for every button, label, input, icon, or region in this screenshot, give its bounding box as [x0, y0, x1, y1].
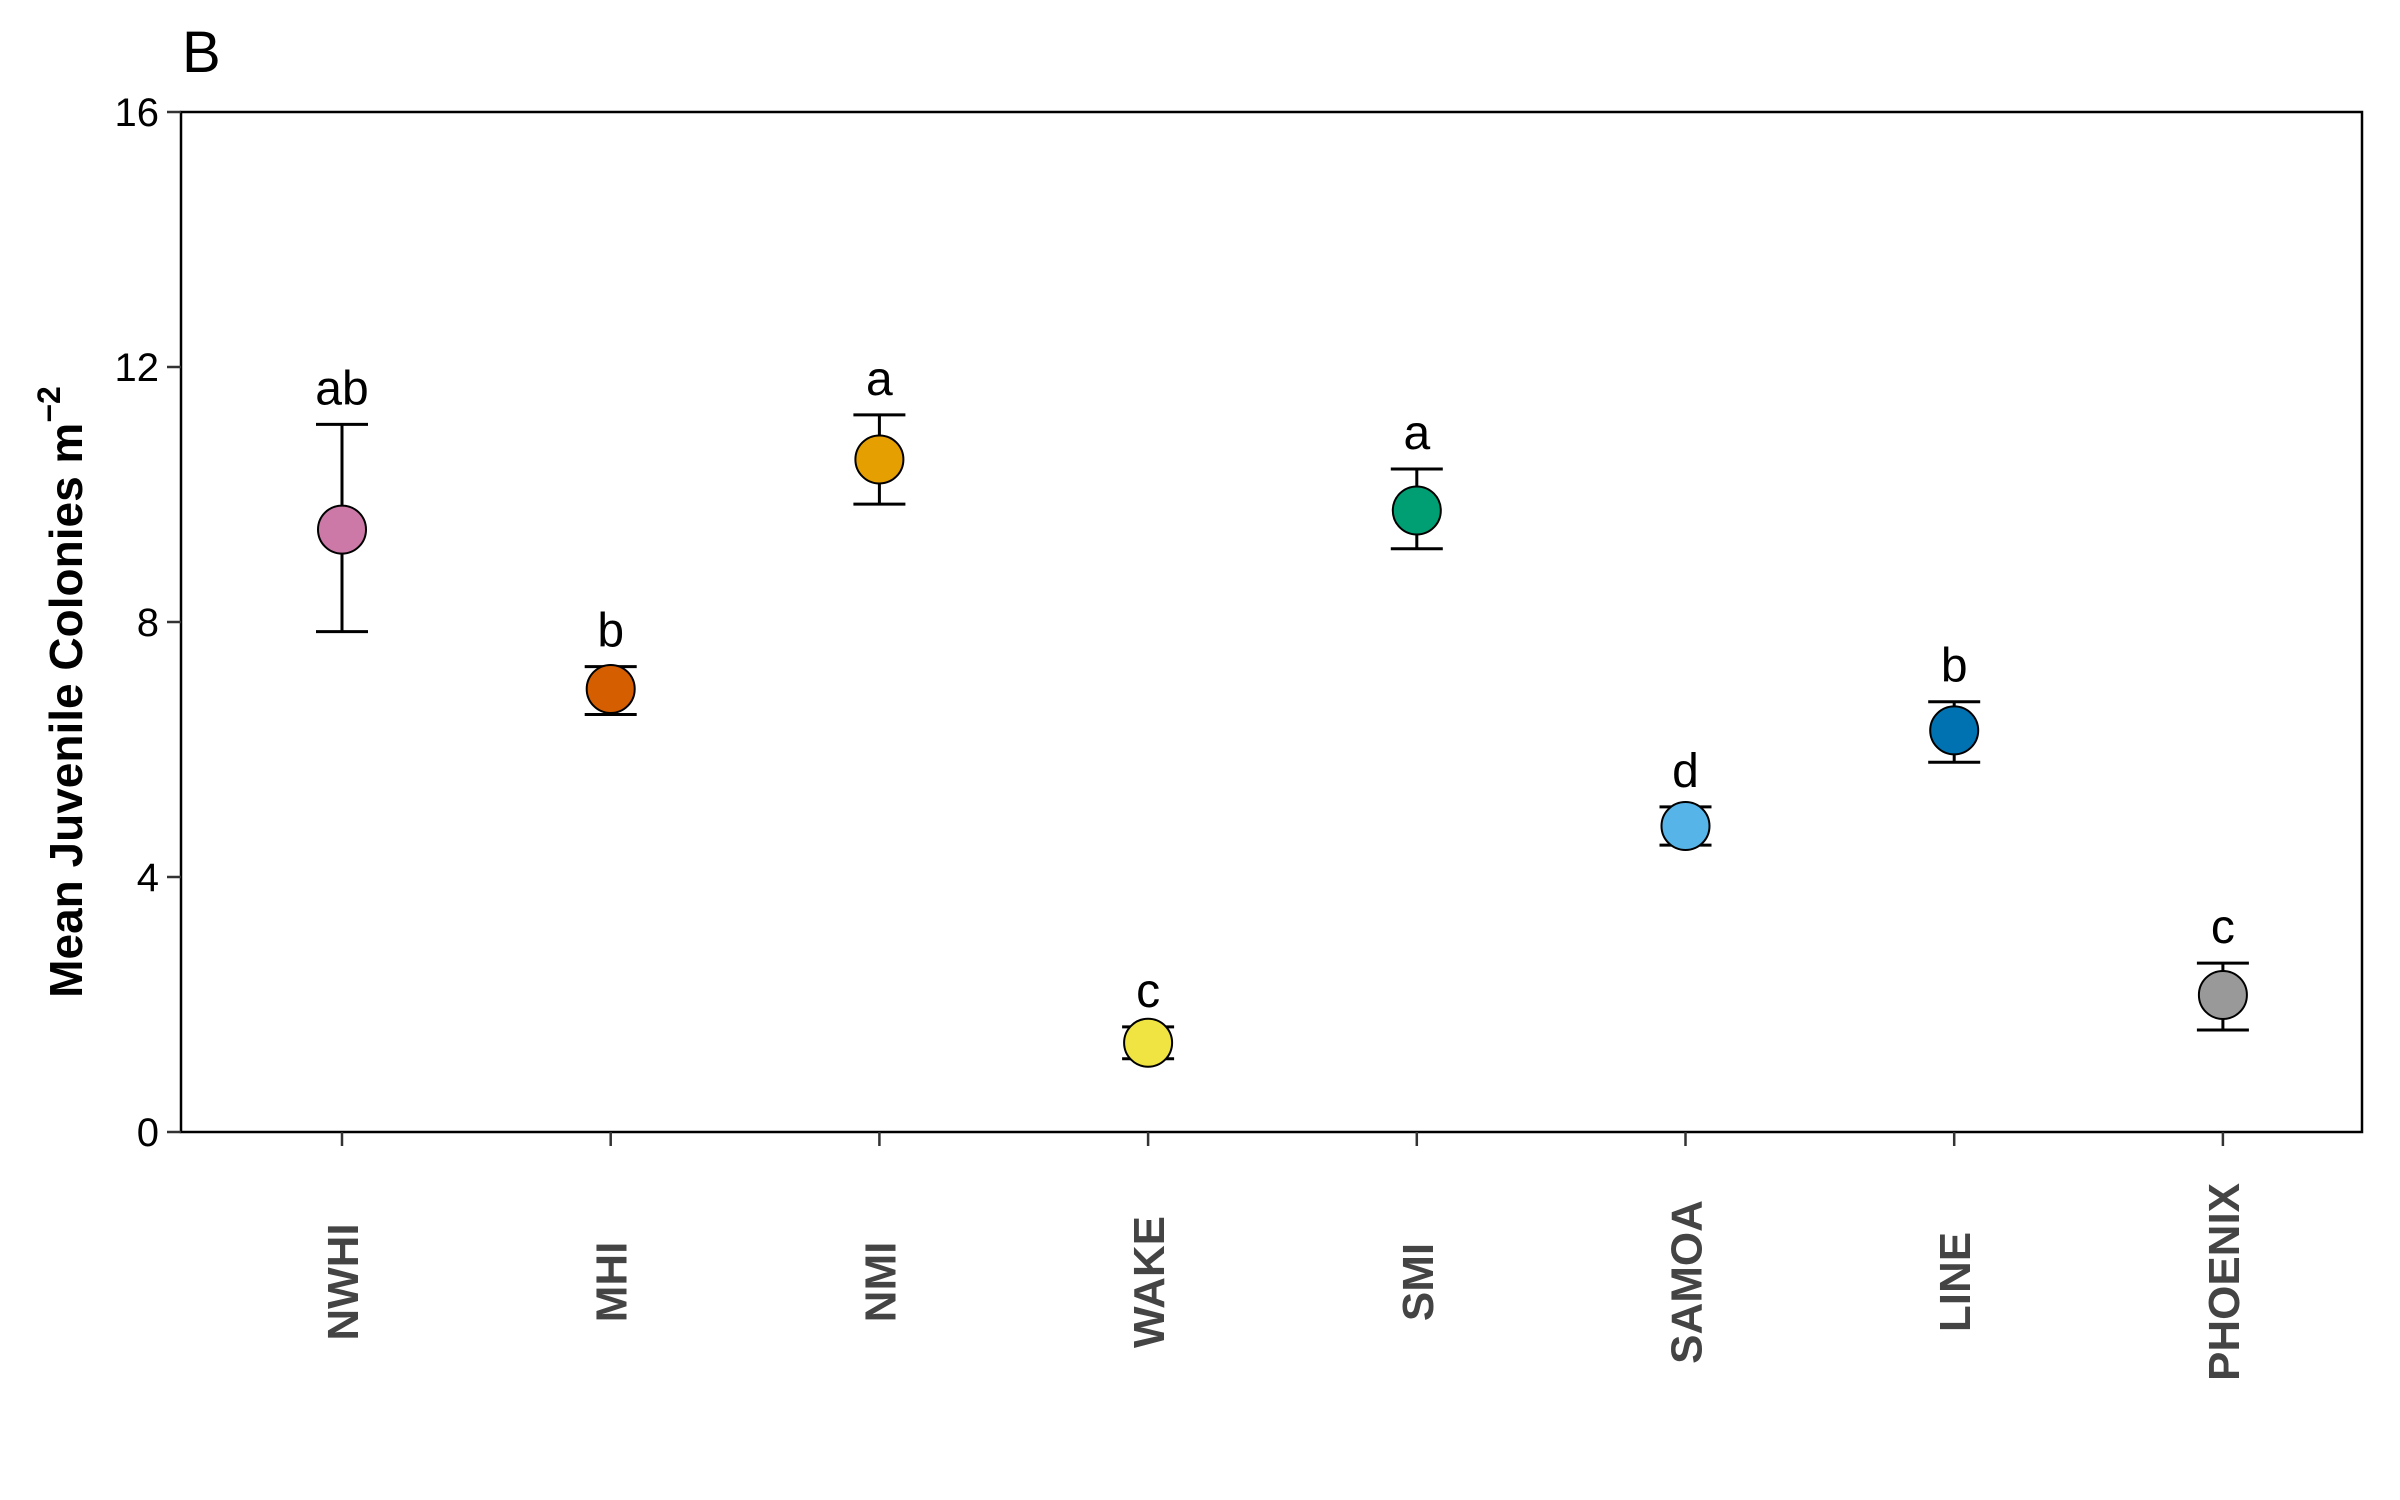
data-point-nmi	[854, 434, 905, 485]
y-axis-label-superscript: −2	[31, 386, 67, 422]
data-point-smi	[1391, 485, 1442, 536]
data-point-wake	[1123, 1017, 1174, 1068]
significance-letter-samoa: d	[1672, 745, 1699, 798]
data-point-nwhi	[317, 504, 367, 555]
x-tick-label-samoa: SAMOA	[1663, 1200, 1712, 1364]
x-tick-label-line: LINE	[1931, 1232, 1980, 1332]
x-tick-label-mhi: MHI	[588, 1242, 637, 1323]
significance-letter-phoenix: c	[2211, 901, 2235, 954]
data-point-mhi	[585, 663, 636, 714]
plot-frame	[179, 110, 2364, 1134]
x-tick-label-smi: SMI	[1394, 1243, 1443, 1321]
panel-label: B	[182, 20, 221, 85]
significance-letter-wake: c	[1136, 965, 1160, 1018]
significance-letter-line: b	[1941, 640, 1968, 693]
data-point-samoa	[1660, 801, 1711, 851]
data-point-line	[1929, 705, 1980, 756]
plot-area: 0 4 8 12 16 NWHI MHI NMI WAKE SMI SAMOA LINE PHOENIX…	[115, 91, 2364, 1381]
significance-letter-smi: a	[1403, 407, 1430, 460]
x-tick-label-nmi: NMI	[856, 1242, 905, 1323]
x-tick-label-phoenix: PHOENIX	[2200, 1183, 2249, 1381]
x-tick-label-wake: WAKE	[1125, 1216, 1174, 1348]
significance-letter-nmi: a	[866, 353, 893, 406]
y-tick-label-8: 8	[137, 601, 159, 645]
svg-text:Mean Juvenile Colonies m−2: Mean Juvenile Colonies m−2	[31, 386, 92, 998]
y-tick-label-12: 12	[115, 346, 160, 390]
data-point-phoenix	[2197, 969, 2248, 1020]
y-tick-label-16: 16	[115, 91, 160, 135]
significance-letter-mhi: b	[597, 605, 624, 658]
significance-letter-nwhi: ab	[315, 362, 368, 415]
y-axis-label: Mean Juvenile Colonies m	[40, 423, 92, 998]
y-axis-title: Mean Juvenile Colonies m−2	[31, 386, 92, 998]
y-tick-label-4: 4	[137, 856, 159, 900]
x-tick-label-nwhi: NWHI	[319, 1223, 368, 1340]
y-tick-label-0: 0	[137, 1111, 159, 1155]
